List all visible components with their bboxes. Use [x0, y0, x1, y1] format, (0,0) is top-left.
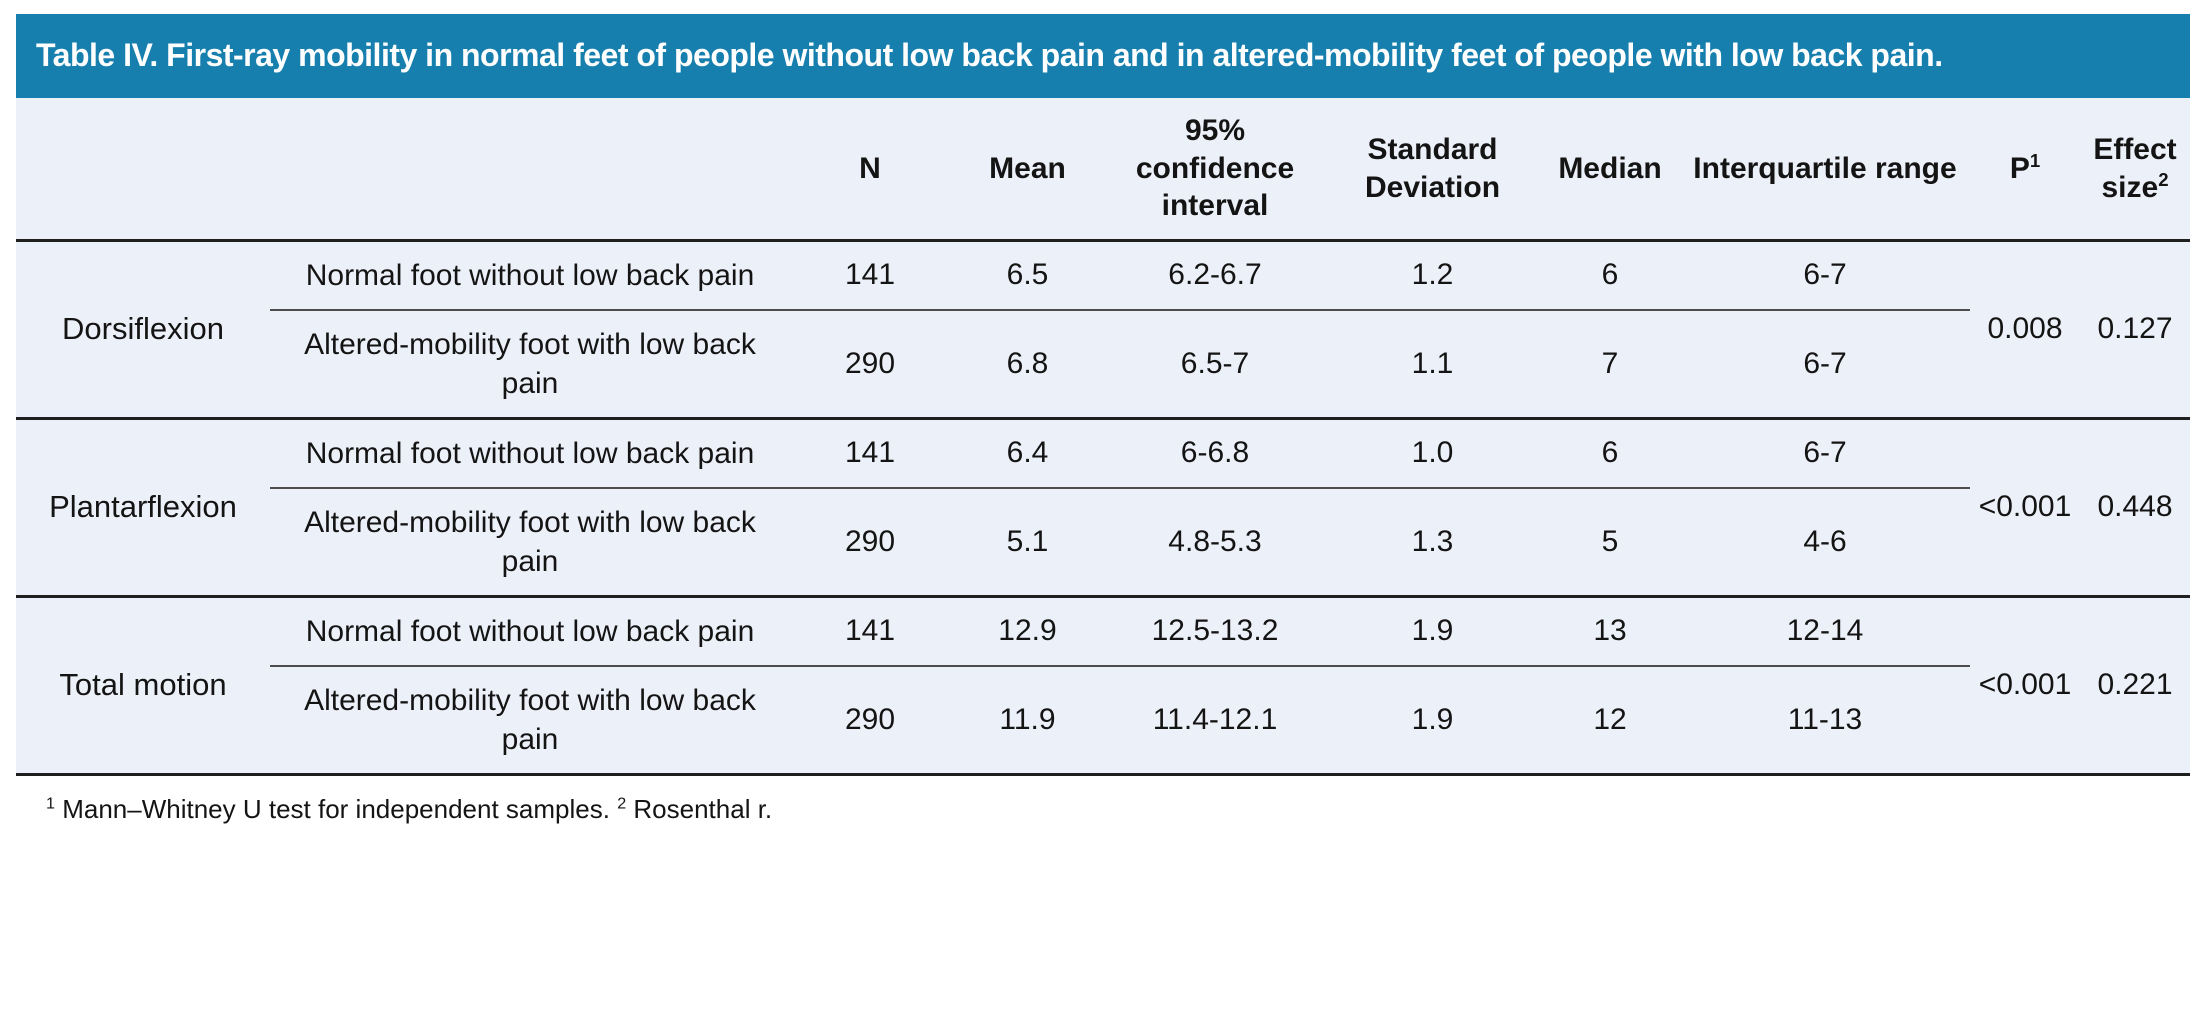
first-ray-mobility-table: N Mean 95% confidence interval Standard …	[16, 98, 2190, 776]
cell-median: 5	[1540, 486, 1680, 597]
cell-n: 290	[790, 486, 950, 597]
header-p-superscript: 1	[2029, 150, 2041, 172]
cell-sd: 1.9	[1325, 664, 1540, 775]
cell-ci: 6-6.8	[1105, 416, 1325, 488]
row-label: Altered-mobility foot with low back pain	[270, 664, 790, 775]
header-p: P1	[1970, 98, 2080, 242]
header-row: N Mean 95% confidence interval Standard …	[16, 98, 2190, 242]
cell-effect-size: 0.221	[2080, 594, 2190, 775]
row-label: Normal foot without low back pain	[305, 258, 755, 292]
cell-n: 141	[844, 258, 896, 292]
row-label: Altered-mobility foot with low back pain	[270, 486, 790, 597]
table-body: Dorsiflexion Normal foot without low bac…	[16, 240, 2190, 775]
cell-ci: 6.5-7	[1105, 308, 1325, 419]
cell-n: 141	[790, 416, 950, 488]
cell-mean: 6.8	[950, 308, 1105, 419]
group-label-plantarflexion: Plantarflexion	[16, 416, 270, 597]
cell-sd: 1.1	[1325, 308, 1540, 419]
cell-p-value: 0.008	[1987, 312, 2063, 346]
cell-ci: 6.2-6.7	[1168, 258, 1262, 292]
group-label-total-motion: Total motion	[16, 594, 270, 775]
cell-sd: 1.9	[1325, 594, 1540, 666]
cell-sd: 1.0	[1325, 416, 1540, 488]
footnote-superscript-1: 1	[46, 794, 55, 813]
table-row: Dorsiflexion Normal foot without low bac…	[16, 240, 2190, 346]
cell-mean: 6.5	[1006, 258, 1049, 292]
table-title: Table IV. First-ray mobility in normal f…	[16, 14, 2190, 99]
cell-median: 13	[1540, 594, 1680, 666]
cell-ci: 12.5-13.2	[1105, 594, 1325, 666]
cell-median: 6	[1601, 258, 1619, 292]
table-row: Altered-mobility foot with low back pain…	[16, 308, 2190, 419]
table-row: Total motion Normal foot without low bac…	[16, 594, 2190, 775]
cell-ci: 11.4-12.1	[1105, 664, 1325, 775]
cell-effect-size: 0.127	[2097, 312, 2173, 346]
header-iqr: Interquartile range	[1680, 98, 1970, 242]
cell-sd: 1.2	[1411, 258, 1454, 292]
row-label: Altered-mobility foot with low back pain	[270, 308, 790, 419]
cell-effect-size: 0.448	[2080, 416, 2190, 597]
header-n: N	[790, 98, 950, 242]
group-label-dorsiflexion: Dorsiflexion	[62, 311, 224, 347]
header-sd: Standard Deviation	[1325, 98, 1540, 242]
cell-n: 290	[790, 664, 950, 775]
header-group-spacer	[16, 98, 270, 242]
footnote-superscript-2: 2	[617, 794, 627, 813]
header-subgroup-spacer	[270, 98, 790, 242]
cell-median: 7	[1540, 308, 1680, 419]
header-effect-size: Effect size2	[2080, 98, 2190, 242]
cell-p-value: <0.001	[1970, 594, 2080, 775]
table-row: Altered-mobility foot with low back pain…	[16, 486, 2190, 597]
cell-n: 141	[790, 594, 950, 666]
cell-mean: 6.4	[950, 416, 1105, 488]
table-footnote: 1 Mann–Whitney U test for independent sa…	[46, 794, 2190, 825]
row-label: Normal foot without low back pain	[270, 416, 790, 488]
cell-iqr: 6-7	[1680, 416, 1970, 488]
header-p-label: P	[2009, 152, 2030, 186]
cell-n: 290	[790, 308, 950, 419]
cell-p-value: <0.001	[1970, 416, 2080, 597]
cell-sd: 1.3	[1325, 486, 1540, 597]
cell-mean: 12.9	[950, 594, 1105, 666]
cell-iqr: 6-7	[1680, 308, 1970, 419]
table-row: Plantarflexion Normal foot without low b…	[16, 416, 2190, 597]
table-header: N Mean 95% confidence interval Standard …	[16, 98, 2190, 242]
cell-iqr: 11-13	[1680, 664, 1970, 775]
cell-median: 6	[1540, 416, 1680, 488]
header-ci: 95% confidence interval	[1105, 98, 1325, 242]
cell-median: 12	[1540, 664, 1680, 775]
table-card: Table IV. First-ray mobility in normal f…	[16, 14, 2190, 825]
footnote-text-1: Mann–Whitney U test for independent samp…	[62, 793, 610, 824]
cell-mean: 5.1	[950, 486, 1105, 597]
table-row: Altered-mobility foot with low back pain…	[16, 664, 2190, 775]
cell-ci: 4.8-5.3	[1105, 486, 1325, 597]
cell-iqr: 12-14	[1680, 594, 1970, 666]
header-effect-size-label: Effect size	[2093, 132, 2177, 205]
header-effect-size-superscript: 2	[2158, 169, 2169, 191]
cell-iqr: 4-6	[1680, 486, 1970, 597]
header-median: Median	[1540, 98, 1680, 242]
footnote-text-2: Rosenthal r.	[633, 793, 773, 824]
row-label: Normal foot without low back pain	[270, 594, 790, 666]
cell-mean: 11.9	[950, 664, 1105, 775]
cell-iqr: 6-7	[1803, 258, 1847, 292]
header-mean: Mean	[950, 98, 1105, 242]
